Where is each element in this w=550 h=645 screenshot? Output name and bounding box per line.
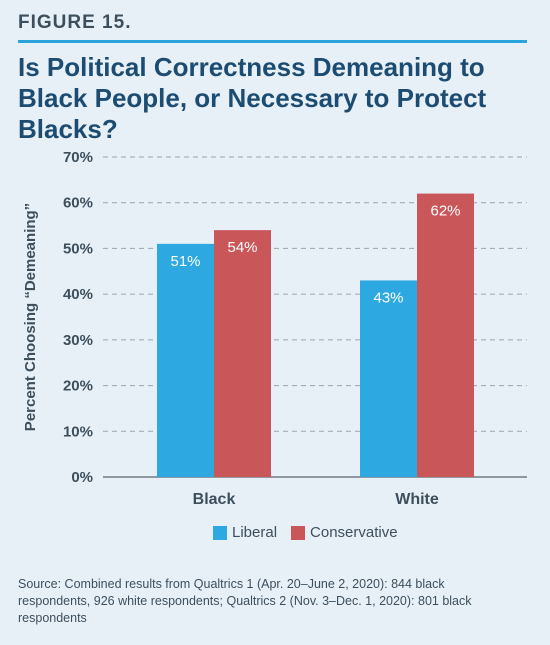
- source-note: Source: Combined results from Qualtrics …: [18, 577, 472, 625]
- legend-swatch-conservative: [291, 525, 306, 540]
- bar-liberal-black: [157, 243, 214, 477]
- y-tick-label: 60%: [63, 195, 93, 212]
- bar-conservative-black: [214, 230, 271, 477]
- legend-item-conservative: Conservative: [291, 524, 398, 541]
- data-label: 43%: [373, 289, 403, 306]
- bar-chart: 0% 10% 20% 30% 40% 50% 60% 70% Percent Choosing …: [22, 149, 527, 508]
- x-category-label: Black: [193, 491, 236, 508]
- y-tick-label: 70%: [63, 149, 93, 166]
- title-rule: [18, 40, 527, 43]
- legend-label-conservative: Conservative: [310, 524, 398, 541]
- y-tick-label: 20%: [63, 378, 93, 395]
- y-tick-label: 0%: [71, 469, 93, 486]
- data-label: 51%: [170, 253, 200, 270]
- legend-swatch-liberal: [213, 525, 227, 540]
- legend-item-liberal: Liberal: [213, 524, 277, 541]
- y-tick-label: 10%: [63, 423, 93, 440]
- chart-title: Is Political Correctness Demeaning to Bl…: [18, 52, 487, 144]
- legend-label-liberal: Liberal: [232, 524, 278, 541]
- legend: Liberal Conservative: [213, 524, 398, 541]
- x-category-label: White: [395, 491, 439, 508]
- bar-conservative-white: [417, 193, 474, 478]
- y-tick-label: 50%: [63, 240, 93, 257]
- y-axis-label: Percent Choosing “Demeaning”: [22, 203, 39, 431]
- figure-label: FIGURE 15.: [18, 12, 132, 33]
- data-label: 62%: [430, 203, 460, 220]
- y-tick-label: 40%: [63, 286, 93, 303]
- data-label: 54%: [227, 239, 257, 256]
- y-tick-label: 30%: [63, 332, 93, 349]
- bar-liberal-white: [360, 280, 417, 477]
